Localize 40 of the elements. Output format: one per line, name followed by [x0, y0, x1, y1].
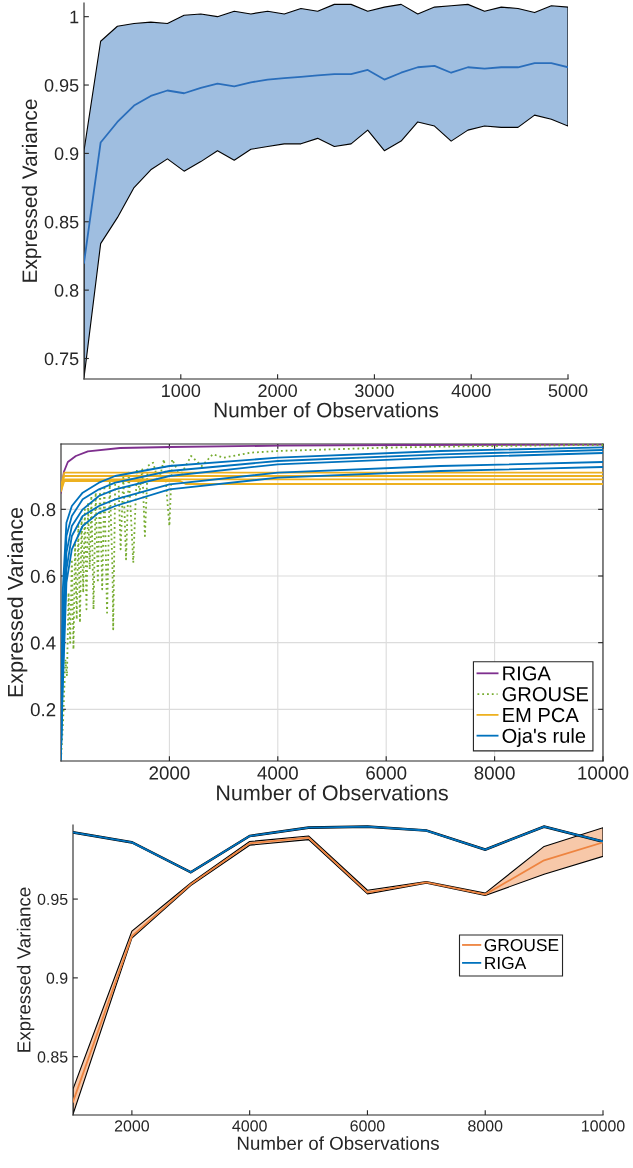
- y-tick-label: 0.85: [44, 215, 79, 229]
- x-tick-label: 10000: [578, 766, 629, 780]
- y-tick-label: 0.8: [30, 503, 56, 517]
- y-tick-label: 0.8: [54, 284, 79, 297]
- x-axis-title: Number of Observations: [217, 784, 448, 801]
- y-tick-label: 0.4: [30, 636, 56, 650]
- x-tick-label: 10000: [582, 1120, 625, 1132]
- x-tick-label: 1000: [162, 384, 201, 398]
- x-tick-label: 4000: [257, 766, 298, 780]
- y-axis-title: Expressed Variance: [16, 887, 35, 1052]
- y-axis-title: Expressed Variance: [21, 99, 42, 282]
- x-tick-label: 3000: [355, 384, 394, 398]
- y-tick-label: 0.6: [30, 569, 56, 583]
- y-tick-label: 0.75: [44, 352, 79, 366]
- x-axis-title: Number of Observations: [237, 1136, 439, 1150]
- y-tick-label: 0.85: [37, 1051, 68, 1063]
- x-tick-label: 2000: [149, 766, 190, 780]
- x-tick-label: 6000: [350, 1120, 385, 1132]
- legend-label: GROUSE: [484, 938, 559, 952]
- legend-label: EM PCA: [503, 707, 579, 723]
- y-axis-title: Expressed Variance: [7, 507, 28, 697]
- y-tick-label: 0.2: [30, 703, 56, 717]
- x-tick-label: 2000: [258, 384, 297, 398]
- y-tick-label: 0.95: [37, 893, 68, 906]
- x-tick-label: 6000: [366, 766, 407, 780]
- legend-label: GROUSE: [502, 687, 589, 702]
- x-tick-label: 8000: [474, 766, 515, 780]
- y-tick-label: 0.9: [54, 147, 79, 161]
- legend-label: RIGA: [503, 666, 551, 681]
- x-tick-label: 4000: [451, 384, 491, 398]
- y-tick-label: 0.95: [44, 78, 79, 92]
- x-tick-label: 8000: [468, 1120, 503, 1132]
- x-tick-label: 5000: [548, 384, 588, 398]
- y-tick-label: 0.9: [46, 972, 68, 984]
- x-axis-title: Number of Observations: [214, 402, 439, 418]
- y-tick-label: 1: [70, 10, 79, 24]
- legend-label: RIGA: [485, 956, 527, 970]
- x-tick-label: 4000: [232, 1120, 267, 1132]
- x-tick-label: 2000: [114, 1120, 150, 1132]
- legend-label: Oja's rule: [502, 728, 586, 747]
